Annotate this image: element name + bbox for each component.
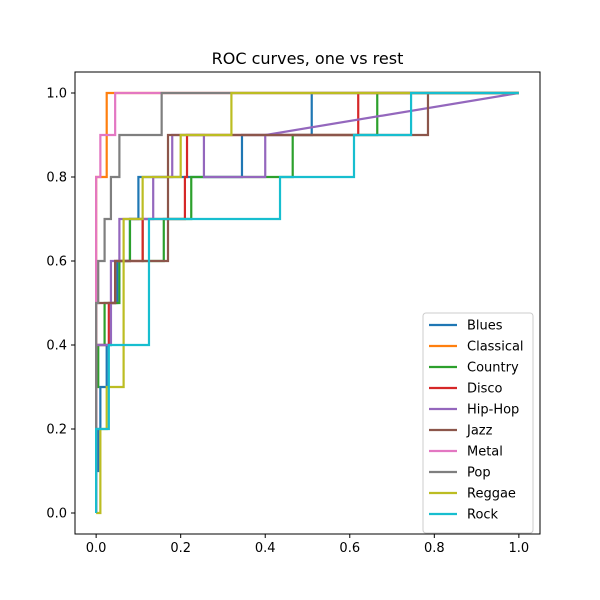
y-tick-label: 0.2 bbox=[46, 423, 67, 438]
x-tick-label: 0.8 bbox=[424, 541, 445, 556]
series-line-pop bbox=[95, 91, 519, 513]
y-tick-label: 1.0 bbox=[46, 87, 67, 102]
series-line-rock bbox=[95, 91, 519, 513]
x-tick-label: 1.0 bbox=[509, 541, 530, 556]
series-line-jazz bbox=[95, 91, 519, 513]
legend-label-reggae: Reggae bbox=[467, 487, 516, 502]
legend-label-hip-hop: Hip-Hop bbox=[467, 403, 519, 418]
y-tick-label: 0.0 bbox=[46, 507, 67, 522]
legend-label-blues: Blues bbox=[467, 319, 503, 334]
x-tick-label: 0.6 bbox=[339, 541, 360, 556]
legend: Blues Classical Country Disco Hip-Hop Jazz Met… bbox=[422, 312, 534, 534]
y-tick-label: 0.6 bbox=[46, 255, 67, 270]
legend-label-country: Country bbox=[467, 361, 519, 376]
chart-title: ROC curves, one vs rest bbox=[212, 49, 404, 68]
x-axis: 0.0 0.2 0.4 0.6 0.8 1.0 bbox=[86, 534, 529, 556]
x-tick-label: 0.2 bbox=[170, 541, 191, 556]
x-tick-label: 0.0 bbox=[86, 541, 107, 556]
legend-label-metal: Metal bbox=[467, 445, 503, 460]
legend-label-rock: Rock bbox=[467, 508, 499, 523]
y-tick-label: 0.4 bbox=[46, 339, 67, 354]
series-line-metal bbox=[95, 91, 519, 513]
series-layer bbox=[95, 91, 520, 515]
legend-label-classical: Classical bbox=[467, 340, 524, 355]
legend-label-pop: Pop bbox=[467, 466, 491, 481]
legend-label-jazz: Jazz bbox=[466, 424, 493, 439]
y-axis: 0.0 0.2 0.4 0.6 0.8 1.0 bbox=[46, 87, 75, 522]
y-tick-label: 0.8 bbox=[46, 171, 67, 186]
plot-area-frame bbox=[74, 71, 541, 535]
x-tick-label: 0.4 bbox=[255, 541, 276, 556]
legend-label-disco: Disco bbox=[467, 382, 503, 397]
